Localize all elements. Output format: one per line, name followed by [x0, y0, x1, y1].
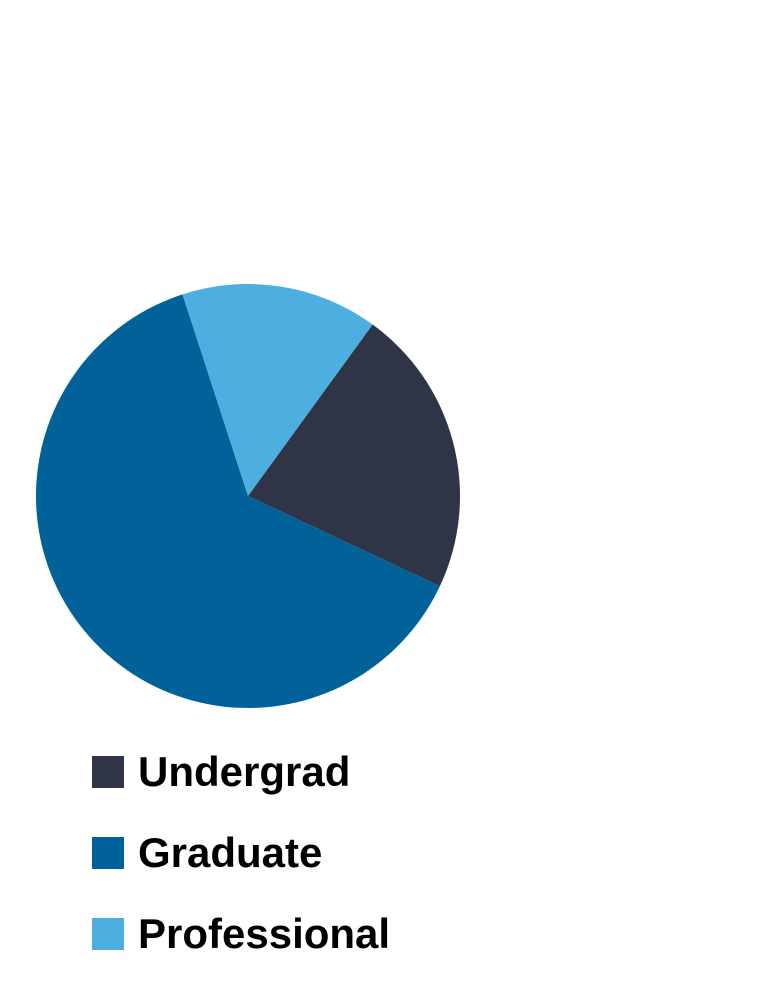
legend-label-professional: Professional [138, 910, 391, 957]
legend: Undergrad Graduate Professional [92, 748, 592, 991]
legend-item-graduate: Graduate [92, 829, 592, 877]
legend-item-professional: Professional [92, 910, 592, 958]
legend-swatch-professional [92, 918, 124, 950]
legend-swatch-graduate [92, 837, 124, 869]
legend-swatch-undergrad [92, 756, 124, 788]
pie-slice-graduate [35, 294, 440, 709]
pie-slice-professional [182, 284, 373, 496]
legend-item-undergrad: Undergrad [92, 748, 592, 796]
pie-slice-undergrad [248, 324, 460, 587]
legend-label-undergrad: Undergrad [138, 748, 351, 795]
legend-label-graduate: Graduate [138, 829, 323, 876]
pie-slices [35, 284, 460, 709]
